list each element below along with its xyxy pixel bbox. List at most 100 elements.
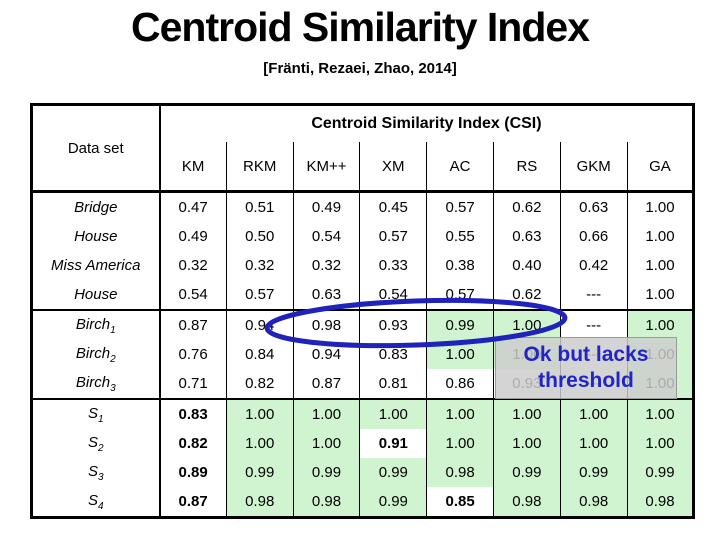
csi-table: Data set Centroid Similarity Index (CSI)… bbox=[30, 103, 696, 519]
csi-value-cell: 0.54 bbox=[359, 280, 427, 310]
dataset-label: Birch3 bbox=[31, 369, 161, 399]
csi-value-cell: 1.00 bbox=[626, 222, 694, 251]
column-header-gkm: GKM bbox=[559, 142, 628, 192]
csi-value-cell: 0.98 bbox=[559, 487, 628, 518]
table-row: House 0.54 0.57 0.63 0.54 0.57 0.62 --- 1.00 bbox=[31, 280, 694, 310]
table-row: S3 0.89 0.99 0.99 0.99 0.98 0.99 0.99 0.99 bbox=[31, 458, 694, 487]
csi-value-cell: 0.57 bbox=[426, 190, 494, 222]
csi-value-cell: 0.57 bbox=[426, 280, 494, 310]
dataset-label: House bbox=[31, 280, 161, 310]
table-header: Data set Centroid Similarity Index (CSI)… bbox=[31, 104, 694, 192]
csi-value-cell: 0.62 bbox=[492, 190, 561, 222]
csi-value-cell: 1.00 bbox=[292, 429, 360, 458]
csi-value-cell: 0.47 bbox=[159, 190, 227, 222]
csi-value-cell: 1.00 bbox=[492, 429, 561, 458]
csi-value-cell: 0.94 bbox=[292, 340, 360, 369]
table-row: S4 0.87 0.98 0.98 0.99 0.85 0.98 0.98 0.98 bbox=[31, 487, 694, 518]
csi-value-cell: 1.00 bbox=[359, 398, 427, 429]
dataset-label: Birch2 bbox=[31, 340, 161, 369]
csi-value-cell: 1.00 bbox=[559, 398, 628, 429]
csi-value-cell: 0.99 bbox=[492, 458, 561, 487]
csi-value-cell: 0.94 bbox=[225, 309, 294, 340]
csi-value-cell: 0.82 bbox=[225, 369, 294, 399]
callout-line1: Ok but lacks bbox=[523, 343, 649, 366]
csi-value-cell: 0.83 bbox=[159, 398, 227, 429]
csi-value-cell: 0.98 bbox=[492, 487, 561, 518]
csi-value-cell: 0.93 bbox=[359, 309, 427, 340]
csi-value-cell: 0.82 bbox=[159, 429, 227, 458]
table-row: S1 0.83 1.00 1.00 1.00 1.00 1.00 1.00 1.00 bbox=[31, 398, 694, 429]
csi-value-cell: 0.99 bbox=[359, 458, 427, 487]
csi-value-cell: 0.87 bbox=[159, 487, 227, 518]
csi-value-cell: 0.98 bbox=[292, 487, 360, 518]
csi-value-cell: 0.87 bbox=[292, 369, 360, 399]
callout-line2: threshold bbox=[538, 369, 634, 392]
dataset-label: Bridge bbox=[31, 190, 161, 222]
column-header-rkm: RKM bbox=[225, 142, 294, 192]
csi-value-cell: 0.99 bbox=[225, 458, 294, 487]
csi-value-cell: 0.99 bbox=[426, 309, 494, 340]
csi-value-cell: 0.85 bbox=[426, 487, 494, 518]
column-header-kmpp: KM++ bbox=[292, 142, 360, 192]
csi-value-cell: 0.91 bbox=[359, 429, 427, 458]
csi-value-cell: 0.32 bbox=[159, 251, 227, 280]
csi-value-cell: 0.63 bbox=[492, 222, 561, 251]
column-header-ac: AC bbox=[426, 142, 494, 192]
dataset-label: S4 bbox=[31, 487, 161, 518]
csi-value-cell: 0.89 bbox=[159, 458, 227, 487]
table-row: Bridge 0.47 0.51 0.49 0.45 0.57 0.62 0.63 1.00 bbox=[31, 190, 694, 222]
csi-value-cell: 0.54 bbox=[292, 222, 360, 251]
dataset-label: S1 bbox=[31, 398, 161, 429]
column-header-ga: GA bbox=[626, 142, 694, 192]
csi-value-cell: 0.54 bbox=[159, 280, 227, 310]
table-row: Birch1 0.87 0.94 0.98 0.93 0.99 1.00 --- 1.00 bbox=[31, 309, 694, 340]
csi-value-cell: 0.87 bbox=[159, 309, 227, 340]
csi-value-cell: 0.55 bbox=[426, 222, 494, 251]
csi-value-cell: 0.32 bbox=[292, 251, 360, 280]
csi-value-cell: 0.32 bbox=[225, 251, 294, 280]
csi-value-cell: 0.40 bbox=[492, 251, 561, 280]
corner-header: Data set bbox=[31, 104, 161, 192]
csi-value-cell: 1.00 bbox=[426, 340, 494, 369]
csi-value-cell: 0.57 bbox=[225, 280, 294, 310]
csi-value-cell: --- bbox=[559, 309, 628, 340]
dataset-label: Miss America bbox=[31, 251, 161, 280]
csi-value-cell: 0.50 bbox=[225, 222, 294, 251]
csi-value-cell: 1.00 bbox=[626, 280, 694, 310]
csi-value-cell: 0.51 bbox=[225, 190, 294, 222]
csi-value-cell: 1.00 bbox=[626, 190, 694, 222]
csi-value-cell: 1.00 bbox=[626, 251, 694, 280]
citation: [Fränti, Rezaei, Zhao, 2014] bbox=[263, 60, 457, 77]
csi-value-cell: 0.99 bbox=[359, 487, 427, 518]
csi-value-cell: 0.86 bbox=[426, 369, 494, 399]
csi-value-cell: --- bbox=[559, 280, 628, 310]
csi-value-cell: 0.99 bbox=[292, 458, 360, 487]
group-header: Centroid Similarity Index (CSI) bbox=[158, 104, 694, 142]
csi-value-cell: 1.00 bbox=[225, 429, 294, 458]
csi-value-cell: 0.42 bbox=[559, 251, 628, 280]
csi-data-table: Data set Centroid Similarity Index (CSI)… bbox=[30, 103, 696, 519]
csi-value-cell: 0.38 bbox=[426, 251, 494, 280]
csi-value-cell: 1.00 bbox=[426, 429, 494, 458]
csi-value-cell: 0.83 bbox=[359, 340, 427, 369]
column-header-km: KM bbox=[159, 142, 227, 192]
table-row: House 0.49 0.50 0.54 0.57 0.55 0.63 0.66 1.00 bbox=[31, 222, 694, 251]
csi-value-cell: 0.57 bbox=[359, 222, 427, 251]
csi-value-cell: 0.81 bbox=[359, 369, 427, 399]
csi-value-cell: 1.00 bbox=[559, 429, 628, 458]
csi-value-cell: 0.76 bbox=[159, 340, 227, 369]
csi-value-cell: 0.45 bbox=[359, 190, 427, 222]
csi-value-cell: 0.49 bbox=[159, 222, 227, 251]
dataset-label: House bbox=[31, 222, 161, 251]
csi-value-cell: 1.00 bbox=[292, 398, 360, 429]
dataset-label: S2 bbox=[31, 429, 161, 458]
csi-value-cell: 0.33 bbox=[359, 251, 427, 280]
csi-value-cell: 0.99 bbox=[559, 458, 628, 487]
dataset-label: S3 bbox=[31, 458, 161, 487]
dataset-label: Birch1 bbox=[31, 309, 161, 340]
csi-value-cell: 0.84 bbox=[225, 340, 294, 369]
csi-value-cell: 1.00 bbox=[492, 398, 561, 429]
csi-value-cell: 0.99 bbox=[626, 458, 694, 487]
table-row: S2 0.82 1.00 1.00 0.91 1.00 1.00 1.00 1.00 bbox=[31, 429, 694, 458]
csi-value-cell: 1.00 bbox=[426, 398, 494, 429]
